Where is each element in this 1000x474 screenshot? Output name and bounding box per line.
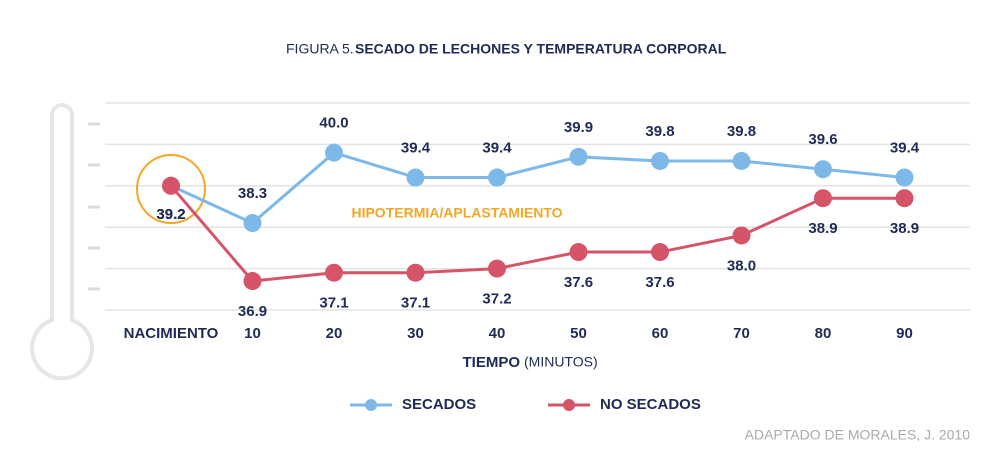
data-point [162, 176, 180, 195]
data-point [814, 189, 832, 208]
data-label: 39.9 [564, 119, 593, 136]
data-label: 38.3 [238, 185, 267, 202]
x-tick-label: 40 [489, 325, 506, 342]
highlight-circle [136, 154, 206, 224]
x-tick-label: 50 [570, 325, 587, 342]
x-tick-label: 30 [407, 325, 424, 342]
data-point [569, 147, 588, 166]
data-point [325, 263, 343, 282]
x-tick-label: 70 [733, 325, 750, 342]
thermo-ticks [88, 122, 100, 291]
data-point [895, 168, 914, 187]
series-line [169, 184, 905, 283]
x-tick-label: 90 [896, 325, 913, 342]
x-tick-label: 60 [652, 325, 669, 342]
data-label: 37.6 [645, 274, 674, 291]
x-tick-label: 80 [815, 325, 832, 342]
x-axis-label: TIEMPO [462, 354, 520, 371]
legend-label: NO SECADOS [600, 396, 701, 413]
x-tick-label: 10 [244, 325, 261, 342]
data-label: 37.1 [319, 295, 348, 312]
data-point [732, 151, 751, 170]
data-point [651, 243, 669, 262]
chart-title: SECADO DE LECHONES Y TEMPERATURA CORPORA… [355, 41, 727, 57]
legend-marker [365, 399, 377, 411]
data-point [243, 214, 262, 233]
series-line [170, 151, 905, 225]
data-label: 39.4 [401, 139, 431, 156]
data-point [569, 243, 588, 262]
data-point [895, 189, 914, 208]
data-label: 39.4 [482, 139, 512, 156]
data-point [325, 143, 343, 162]
x-tick-label: 20 [326, 325, 343, 342]
data-label: 39.6 [808, 131, 837, 148]
data-point [814, 160, 832, 179]
data-point [488, 168, 506, 187]
x-axis-unit: (MINUTOS) [524, 354, 598, 370]
data-point [243, 272, 262, 291]
legend-label: SECADOS [402, 396, 476, 413]
data-label: 39.8 [727, 123, 756, 140]
data-label: 36.9 [238, 303, 267, 320]
data-label: 37.6 [564, 274, 593, 291]
data-label: 38.9 [890, 220, 919, 237]
legend-marker [563, 399, 575, 411]
annotation: HIPOTERMIA/APLASTAMIENTO [351, 205, 562, 221]
data-label: 39.4 [890, 139, 920, 156]
data-point [488, 259, 506, 278]
data-label: 39.2 [156, 206, 185, 223]
title-prefix: FIGURA 5. [286, 41, 354, 57]
x-tick-label: NACIMIENTO [124, 325, 219, 342]
data-point [732, 226, 751, 245]
data-label: 39.8 [645, 123, 674, 140]
data-label: 38.9 [808, 220, 837, 237]
data-label: 40.0 [319, 115, 348, 132]
data-label: 39.2 [156, 206, 185, 223]
data-label: 38.0 [727, 257, 756, 274]
data-point [406, 263, 425, 282]
data-point [406, 168, 425, 187]
source: ADAPTADO DE MORALES, J. 2010 [745, 427, 971, 443]
data-label: 37.2 [482, 291, 511, 308]
data-point [651, 151, 669, 170]
data-label: 37.1 [401, 295, 430, 312]
thermometer [30, 103, 94, 381]
